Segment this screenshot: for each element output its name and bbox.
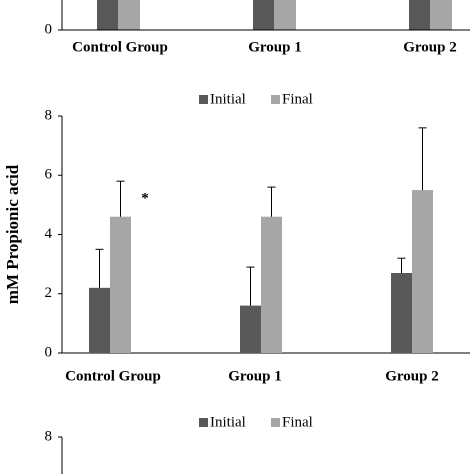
bar — [412, 190, 433, 353]
bar — [391, 273, 412, 353]
legend-swatch — [199, 418, 208, 427]
legend-label: Initial — [210, 91, 246, 107]
legend-swatch — [199, 95, 208, 104]
y-tick-label: 0 — [45, 21, 53, 37]
bar — [110, 216, 131, 353]
x-tick-label: Control Group — [72, 39, 168, 55]
x-tick-label: Control Group — [65, 368, 161, 384]
bar — [240, 305, 261, 353]
legend-swatch — [271, 418, 280, 427]
annotation: * — [141, 190, 149, 206]
legend-label: Final — [282, 91, 313, 107]
x-tick-label: Group 2 — [385, 368, 439, 384]
y-tick-label: 2 — [45, 285, 53, 301]
y-tick-label: 4 — [45, 226, 53, 242]
legend-swatch — [271, 95, 280, 104]
x-tick-label: Group 2 — [403, 39, 457, 55]
y-tick-label: 0 — [45, 344, 53, 360]
y-tick-label: 6 — [45, 167, 53, 183]
bar — [89, 287, 110, 353]
y-tick-label: 8 — [45, 107, 53, 123]
legend-label: Initial — [210, 414, 246, 430]
cropped-bars — [97, 0, 452, 30]
x-tick-label: Group 1 — [228, 368, 282, 384]
bar — [261, 216, 282, 353]
y-tick-label: 8 — [45, 428, 53, 444]
y-axis-label: mM Propionic acid — [3, 164, 22, 304]
x-tick-label: Group 1 — [248, 39, 302, 55]
legend-label: Final — [282, 414, 313, 430]
